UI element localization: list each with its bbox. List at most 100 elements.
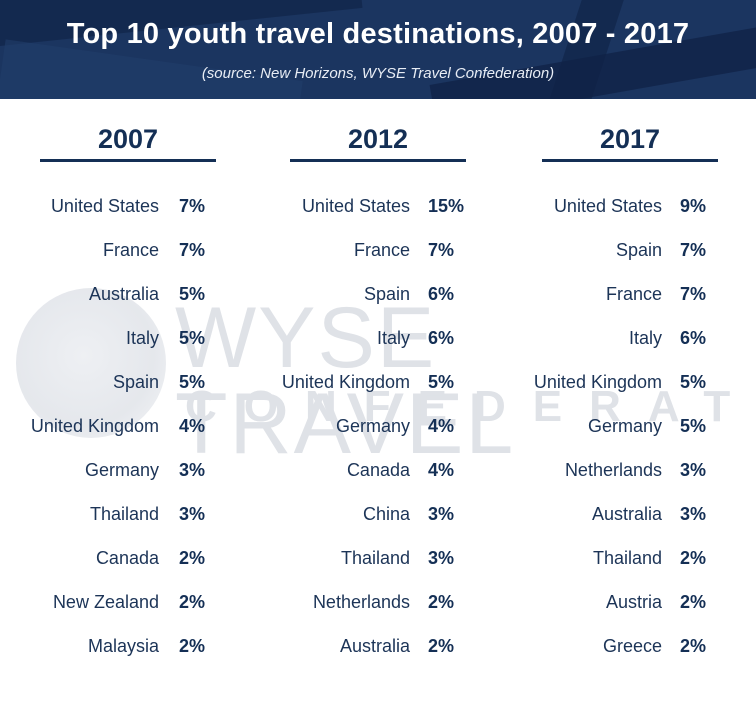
share-value: 2% [680, 548, 707, 568]
share-value: 15% [428, 196, 465, 216]
country-name: Italy [376, 328, 410, 348]
divider [542, 159, 718, 162]
column-year: 2017 [599, 124, 661, 154]
share-value: 2% [428, 592, 455, 612]
country-name: Germany [84, 460, 159, 480]
share-value: 6% [428, 284, 455, 304]
share-value: 6% [680, 328, 707, 348]
share-value: 2% [179, 592, 206, 612]
table-row: Netherlands 2% [252, 592, 504, 616]
share-value: 2% [179, 636, 206, 656]
country-name: Germany [587, 416, 662, 436]
chart-subtitle: (source: New Horizons, WYSE Travel Confe… [201, 65, 555, 82]
country-name: Canada [346, 460, 410, 480]
table-row: France 7% [0, 240, 252, 264]
country-name: United Kingdom [281, 372, 410, 392]
share-value: 5% [179, 372, 206, 392]
table-row: France 7% [504, 284, 756, 308]
country-name: Netherlands [564, 460, 662, 480]
share-value: 4% [428, 460, 455, 480]
share-value: 5% [680, 372, 707, 392]
country-name: Greece [602, 636, 662, 656]
country-name: Canada [95, 548, 159, 568]
table-row: Malaysia 2% [0, 636, 252, 660]
country-name: United States [553, 196, 662, 216]
country-name: Italy [628, 328, 662, 348]
table-row: Greece 2% [504, 636, 756, 660]
share-value: 3% [428, 548, 455, 568]
country-name: Spain [615, 240, 662, 260]
share-value: 3% [680, 460, 707, 480]
share-value: 5% [179, 328, 206, 348]
country-name: Germany [335, 416, 410, 436]
share-value: 7% [428, 240, 455, 260]
table-row: Thailand 3% [252, 548, 504, 572]
header-banner: Top 10 youth travel destinations, 2007 -… [0, 0, 756, 99]
table-row: Thailand 3% [0, 504, 252, 528]
country-name: United Kingdom [533, 372, 662, 392]
chart-title: Top 10 youth travel destinations, 2007 -… [66, 18, 690, 50]
country-name: China [362, 504, 410, 524]
table-row: Spain 5% [0, 372, 252, 396]
share-value: 5% [179, 284, 206, 304]
table-row: United Kingdom 4% [0, 416, 252, 440]
country-name: France [102, 240, 159, 260]
table-row: Australia 5% [0, 284, 252, 308]
table-row: Italy 6% [504, 328, 756, 352]
share-value: 3% [680, 504, 707, 524]
table-row: Spain 6% [252, 284, 504, 308]
table-row: United States 7% [0, 196, 252, 220]
divider [40, 159, 216, 162]
table-row: Australia 2% [252, 636, 504, 660]
country-name: Italy [125, 328, 159, 348]
table-row: United States 9% [504, 196, 756, 220]
country-name: France [353, 240, 410, 260]
country-name: Spain [363, 284, 410, 304]
table-row: Netherlands 3% [504, 460, 756, 484]
column-year: 2007 [97, 124, 159, 154]
share-value: 3% [179, 460, 206, 480]
country-name: Malaysia [87, 636, 159, 656]
table-row: Germany 3% [0, 460, 252, 484]
country-name: Thailand [592, 548, 662, 568]
table-row: Australia 3% [504, 504, 756, 528]
share-value: 7% [179, 196, 206, 216]
share-value: 7% [680, 284, 707, 304]
table-row: China 3% [252, 504, 504, 528]
country-name: Thailand [89, 504, 159, 524]
column-year: 2012 [347, 124, 409, 154]
share-value: 2% [428, 636, 455, 656]
share-value: 7% [680, 240, 707, 260]
share-value: 3% [428, 504, 455, 524]
share-value: 5% [428, 372, 455, 392]
table-row: Germany 5% [504, 416, 756, 440]
country-name: Spain [112, 372, 159, 392]
country-name: Australia [88, 284, 159, 304]
share-value: 5% [680, 416, 707, 436]
share-value: 3% [179, 504, 206, 524]
table-row: Canada 2% [0, 548, 252, 572]
table-row: United Kingdom 5% [504, 372, 756, 396]
divider [290, 159, 466, 162]
share-value: 4% [179, 416, 206, 436]
country-name: France [605, 284, 662, 304]
table-row: Austria 2% [504, 592, 756, 616]
table-row: Spain 7% [504, 240, 756, 264]
country-name: United States [301, 196, 410, 216]
country-name: Netherlands [312, 592, 410, 612]
country-name: United States [50, 196, 159, 216]
table-row: Thailand 2% [504, 548, 756, 572]
table-row: New Zealand 2% [0, 592, 252, 616]
share-value: 2% [680, 636, 707, 656]
country-name: New Zealand [52, 592, 159, 612]
table-row: United Kingdom 5% [252, 372, 504, 396]
country-name: Thailand [340, 548, 410, 568]
share-value: 6% [428, 328, 455, 348]
table-row: Italy 5% [0, 328, 252, 352]
share-value: 9% [680, 196, 707, 216]
table-row: United States 15% [252, 196, 504, 220]
country-name: Australia [591, 504, 662, 524]
table-row: Canada 4% [252, 460, 504, 484]
share-value: 2% [680, 592, 707, 612]
country-name: Austria [605, 592, 662, 612]
